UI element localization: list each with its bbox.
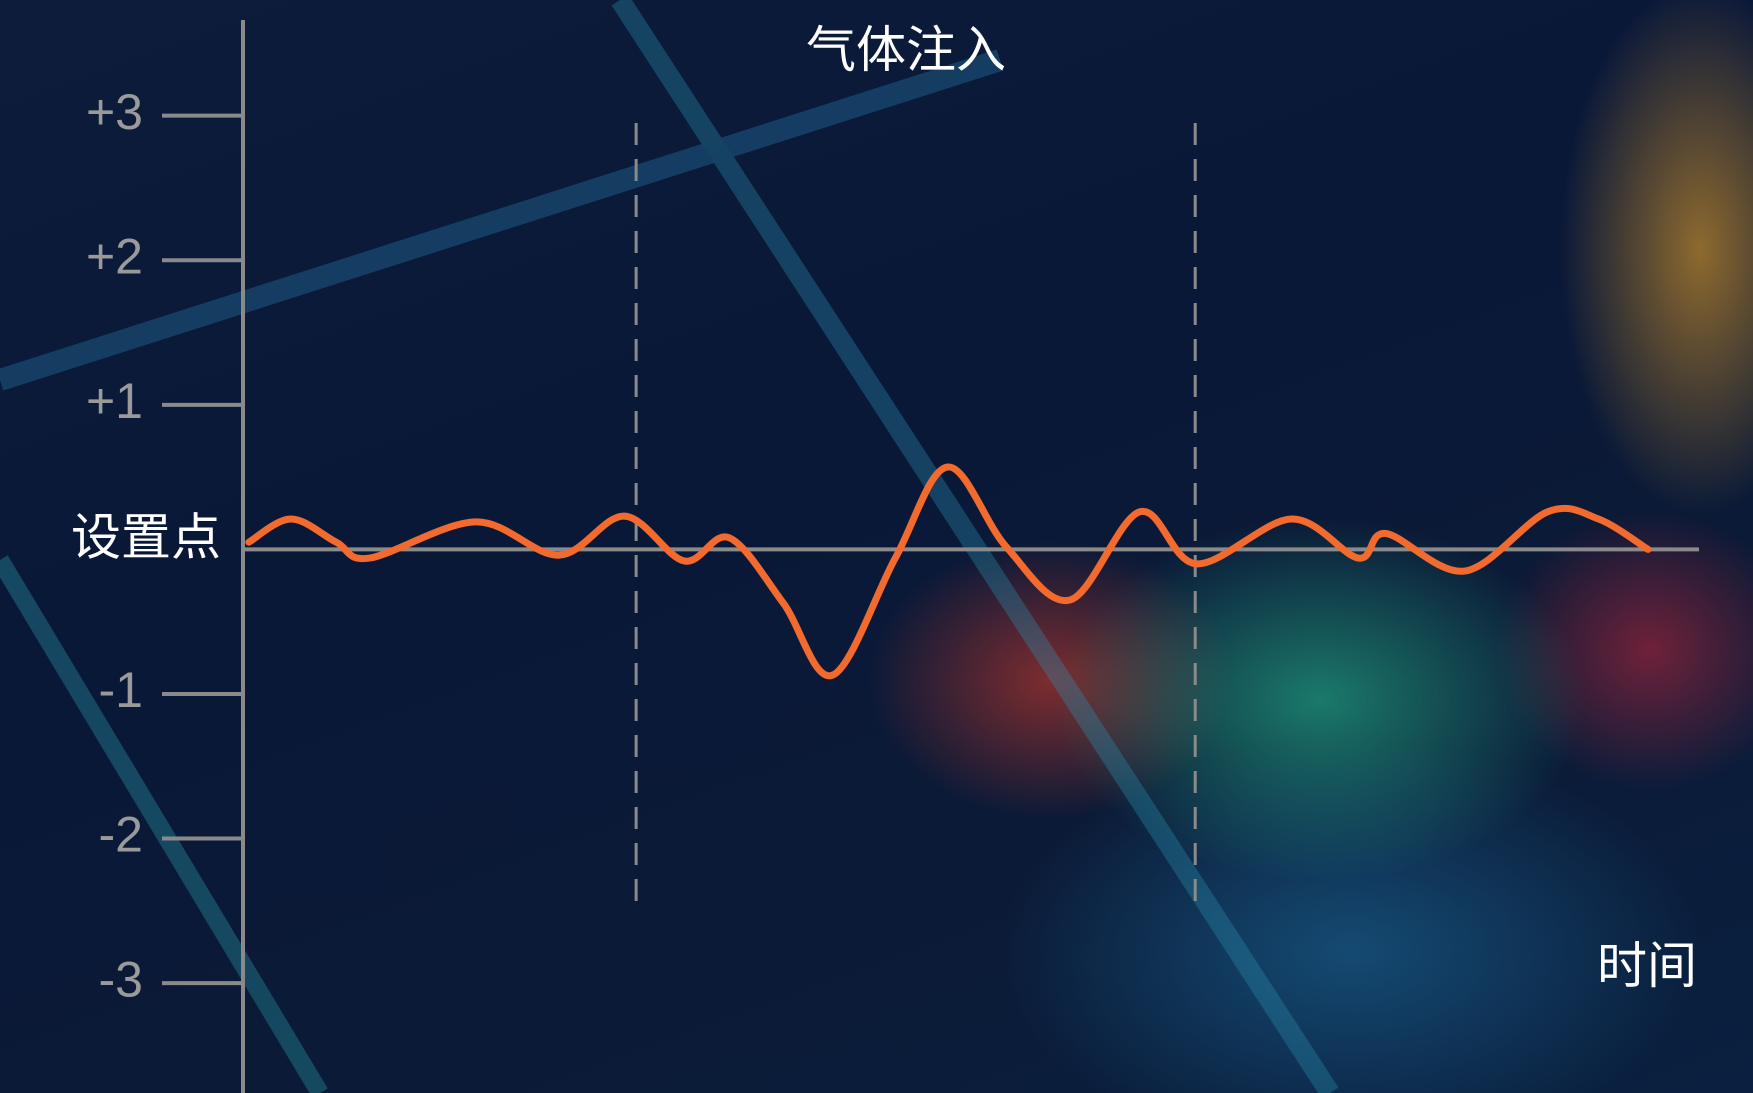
y-tick-label: -1 [99, 662, 143, 718]
x-axis-label: 时间 [1597, 938, 1697, 994]
y-tick-label: +2 [86, 228, 143, 284]
background-streaks [0, 0, 1339, 1093]
chart-title: 气体注入 [806, 22, 1006, 78]
y-tick-label: -2 [99, 807, 143, 863]
y-tick-label: -3 [99, 951, 143, 1007]
y-tick-label: +1 [86, 373, 143, 429]
y-tick-label: +3 [86, 84, 143, 140]
y-tick-label: 设置点 [71, 510, 221, 566]
line-series [245, 463, 1652, 680]
